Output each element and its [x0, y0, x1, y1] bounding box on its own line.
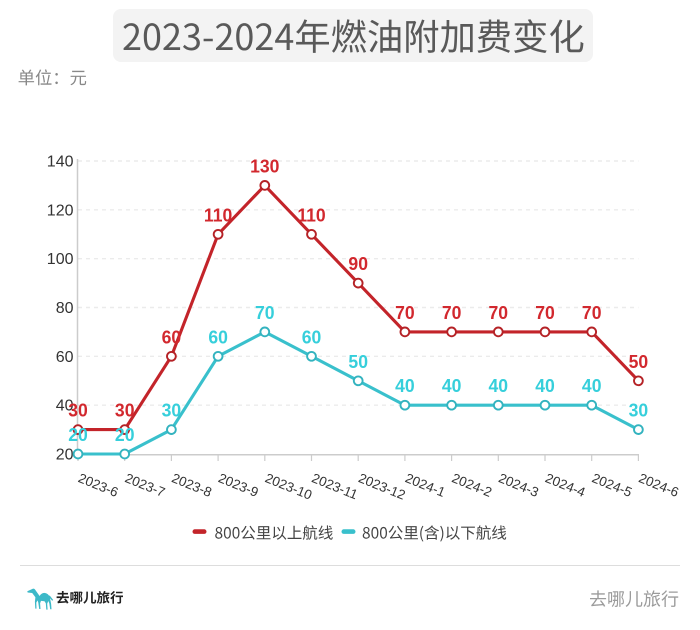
svg-text:2023-9: 2023-9 — [216, 470, 260, 500]
svg-text:130: 130 — [250, 156, 279, 177]
svg-text:2024-3: 2024-3 — [496, 470, 540, 500]
svg-text:20: 20 — [115, 425, 135, 446]
svg-text:100: 100 — [47, 251, 74, 268]
svg-text:70: 70 — [489, 302, 509, 323]
svg-text:2023-12: 2023-12 — [356, 470, 407, 502]
svg-text:60: 60 — [162, 327, 182, 348]
svg-text:80: 80 — [56, 300, 74, 317]
svg-text:40: 40 — [582, 376, 602, 397]
svg-text:140: 140 — [47, 154, 74, 171]
svg-text:2023-7: 2023-7 — [123, 470, 167, 500]
svg-text:50: 50 — [348, 351, 368, 372]
svg-text:60: 60 — [302, 327, 322, 348]
svg-text:40: 40 — [442, 376, 462, 397]
svg-text:2023-8: 2023-8 — [170, 470, 214, 500]
svg-text:40: 40 — [535, 376, 555, 397]
svg-text:110: 110 — [297, 205, 325, 226]
svg-text:20: 20 — [56, 447, 74, 464]
svg-text:90: 90 — [348, 254, 368, 275]
svg-text:2023-10: 2023-10 — [263, 470, 314, 502]
svg-text:2024-1: 2024-1 — [403, 470, 447, 500]
svg-text:2023-11: 2023-11 — [310, 470, 360, 502]
svg-text:40: 40 — [56, 398, 74, 415]
svg-text:50: 50 — [629, 351, 649, 372]
svg-text:70: 70 — [255, 302, 275, 323]
svg-text:40: 40 — [395, 376, 415, 397]
svg-text:30: 30 — [115, 400, 135, 421]
svg-text:60: 60 — [208, 327, 228, 348]
svg-text:110: 110 — [204, 205, 232, 226]
svg-text:2023-6: 2023-6 — [76, 470, 120, 500]
svg-text:2024-2: 2024-2 — [450, 470, 494, 500]
svg-text:2024-6: 2024-6 — [637, 470, 681, 500]
svg-text:40: 40 — [489, 376, 509, 397]
svg-text:30: 30 — [162, 400, 182, 421]
svg-text:20: 20 — [68, 425, 88, 446]
svg-text:70: 70 — [442, 302, 462, 323]
svg-text:120: 120 — [47, 202, 74, 219]
svg-text:70: 70 — [395, 302, 415, 323]
svg-text:60: 60 — [56, 349, 74, 366]
svg-text:70: 70 — [535, 302, 555, 323]
svg-text:70: 70 — [582, 302, 602, 323]
svg-text:30: 30 — [68, 400, 88, 421]
svg-text:30: 30 — [629, 400, 649, 421]
svg-text:2024-4: 2024-4 — [543, 470, 588, 500]
svg-text:2024-5: 2024-5 — [590, 470, 634, 500]
